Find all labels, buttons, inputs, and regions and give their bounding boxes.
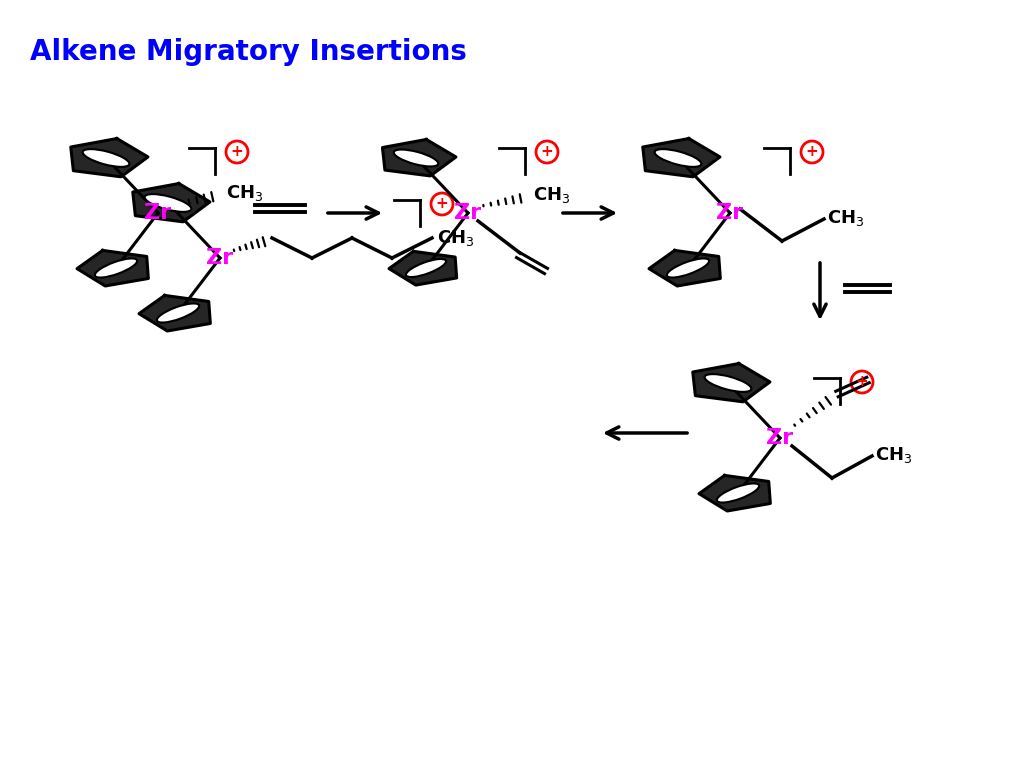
Text: CH$_3$: CH$_3$ <box>437 228 474 248</box>
Text: +: + <box>806 144 818 160</box>
Text: CH$_3$: CH$_3$ <box>226 183 263 203</box>
Text: Zr: Zr <box>144 203 172 223</box>
Polygon shape <box>382 140 456 176</box>
Text: +: + <box>435 197 449 211</box>
Ellipse shape <box>95 259 137 277</box>
Text: CH$_3$: CH$_3$ <box>534 185 570 205</box>
Ellipse shape <box>83 149 129 167</box>
Polygon shape <box>693 363 770 402</box>
Ellipse shape <box>406 259 446 277</box>
Text: Zr: Zr <box>766 428 794 448</box>
Text: Zr: Zr <box>455 203 481 223</box>
Polygon shape <box>71 138 147 177</box>
Ellipse shape <box>717 483 759 502</box>
Polygon shape <box>649 250 720 286</box>
Ellipse shape <box>667 259 710 277</box>
Polygon shape <box>133 184 210 222</box>
Polygon shape <box>139 296 210 331</box>
Text: CH$_3$: CH$_3$ <box>874 445 912 465</box>
Ellipse shape <box>705 374 752 392</box>
Polygon shape <box>77 250 148 286</box>
Polygon shape <box>389 251 457 285</box>
Text: +: + <box>230 144 244 160</box>
Text: CH$_3$: CH$_3$ <box>827 208 864 228</box>
Ellipse shape <box>393 150 438 167</box>
Text: Zr: Zr <box>207 248 233 268</box>
Text: +: + <box>856 375 868 389</box>
Ellipse shape <box>157 303 200 323</box>
Ellipse shape <box>144 194 191 212</box>
Polygon shape <box>643 138 720 177</box>
Polygon shape <box>699 475 770 511</box>
Text: Alkene Migratory Insertions: Alkene Migratory Insertions <box>30 38 467 66</box>
Text: Zr: Zr <box>717 203 743 223</box>
Ellipse shape <box>654 149 701 167</box>
Text: +: + <box>541 144 553 160</box>
